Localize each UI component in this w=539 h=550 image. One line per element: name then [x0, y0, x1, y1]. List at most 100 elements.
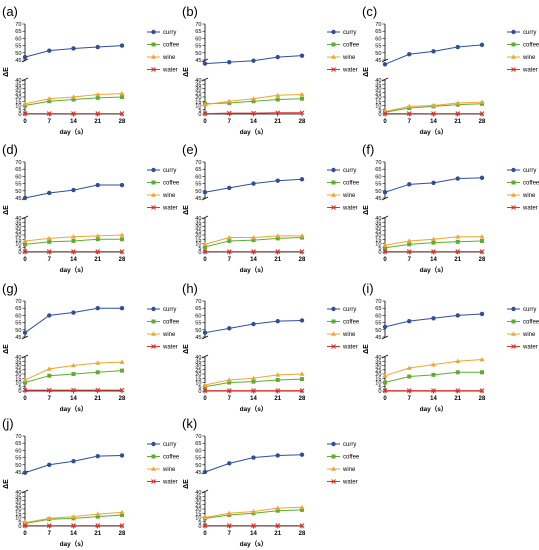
y-tick-label: 55: [375, 44, 381, 50]
data-point-coffee: [431, 240, 436, 245]
y-tick-label: 15: [375, 376, 381, 382]
data-point-coffee: [251, 238, 256, 243]
x-tick-label: 7: [228, 257, 232, 263]
panel-label: (e): [182, 142, 198, 157]
legend-label: coffee: [343, 320, 360, 326]
y-tick-label: 40: [195, 355, 201, 361]
water-marker-stroke: [119, 249, 125, 254]
data-point-curry: [382, 190, 388, 195]
legend-label: water: [162, 206, 178, 212]
data-point-curry: [479, 311, 485, 317]
axis-break-mark: [381, 77, 389, 82]
data-point-water: [202, 111, 208, 116]
data-point-wine: [22, 101, 28, 106]
data-point-water: [71, 523, 76, 528]
data-point-curry: [407, 52, 412, 57]
data-point-curry: [227, 59, 232, 65]
y-tick-label: 35: [15, 494, 21, 500]
y-tick-label: 25: [195, 368, 201, 374]
x-tick-label: 28: [299, 396, 306, 402]
y-tick-label: 25: [195, 229, 201, 235]
data-point-water: [46, 523, 52, 528]
y-tick-label: 45: [375, 196, 381, 202]
data-point-coffee: [300, 377, 304, 382]
y-tick-label: 60: [15, 36, 21, 42]
data-point-water: [71, 387, 76, 393]
y-tick-label: 35: [195, 494, 201, 500]
axis-break-mark: [201, 196, 209, 201]
y-tick-label: 45: [375, 335, 381, 341]
legend-label: curry: [523, 30, 536, 36]
y-tick-label: 10: [375, 381, 381, 387]
legend-label: water: [522, 68, 538, 74]
y-axis-label: ΔE: [183, 67, 190, 77]
data-point-wine: [71, 362, 76, 368]
data-point-coffee: [431, 372, 436, 377]
y-tick-label: 10: [195, 381, 201, 387]
data-point-coffee: [71, 97, 76, 102]
axis-break-mark: [381, 58, 389, 63]
data-point-water: [95, 523, 101, 528]
y-tick-label: 15: [375, 99, 381, 105]
data-point-curry: [407, 318, 412, 324]
y-axis-label: ΔE: [3, 67, 10, 77]
data-point-wine: [95, 511, 101, 516]
data-point-curry: [119, 43, 125, 48]
legend-marker-curry: [331, 167, 336, 173]
y-tick-label: 10: [195, 242, 201, 248]
data-point-water: [431, 249, 436, 254]
data-point-wine: [251, 234, 256, 240]
data-point-water: [226, 523, 232, 528]
data-point-coffee: [47, 99, 52, 104]
x-tick-label: 21: [94, 257, 101, 263]
data-point-wine: [299, 233, 305, 238]
legend-marker-curry: [331, 441, 336, 447]
legend-marker-curry: [151, 29, 156, 35]
data-point-wine: [22, 238, 28, 243]
panel-label: (d): [2, 142, 18, 157]
axis-break-mark: [381, 196, 389, 201]
x-axis-label: day（s）: [240, 128, 268, 136]
data-point-wine: [251, 96, 256, 101]
legend-label: curry: [523, 168, 536, 174]
water-marker-stroke: [331, 67, 336, 72]
data-point-water: [275, 249, 281, 254]
legend-marker-curry: [511, 29, 516, 35]
panel-label: (k): [182, 416, 197, 431]
data-point-coffee: [95, 95, 100, 100]
data-point-wine: [382, 373, 388, 378]
x-tick-label: 28: [299, 531, 306, 537]
y-tick-label: 5: [18, 108, 21, 114]
x-axis-label: day（s）: [420, 128, 448, 136]
water-marker-stroke: [95, 249, 101, 254]
x-tick-label: 0: [23, 119, 27, 125]
y-tick-label: 55: [15, 44, 21, 50]
legend-marker-water: [511, 67, 516, 72]
water-marker-stroke: [46, 387, 52, 393]
data-point-wine: [455, 234, 461, 239]
y-tick-label: 5: [18, 385, 21, 391]
data-point-water: [479, 111, 485, 116]
panel-label: (h): [182, 281, 198, 296]
data-point-curry: [71, 310, 76, 315]
y-tick-label: 45: [15, 196, 21, 202]
y-tick-label: 15: [195, 376, 201, 382]
data-point-curry: [299, 53, 305, 58]
data-point-coffee: [71, 372, 76, 376]
y-tick-label: 0: [378, 389, 381, 395]
water-marker-stroke: [251, 249, 256, 254]
data-point-curry: [71, 46, 76, 51]
data-point-wine: [275, 92, 281, 98]
y-tick-label: 10: [375, 242, 381, 248]
x-tick-label: 21: [454, 396, 461, 402]
data-point-wine: [226, 234, 232, 240]
y-tick-label: 40: [375, 78, 381, 84]
y-tick-label: 60: [375, 174, 381, 180]
y-tick-label: 65: [195, 306, 201, 312]
x-tick-label: 21: [274, 396, 281, 402]
legend-label: wine: [342, 332, 356, 338]
y-tick-label: 25: [15, 503, 21, 509]
legend-marker-coffee: [331, 454, 336, 459]
x-axis-label: day（s）: [60, 266, 88, 274]
x-tick-label: 7: [48, 396, 52, 402]
